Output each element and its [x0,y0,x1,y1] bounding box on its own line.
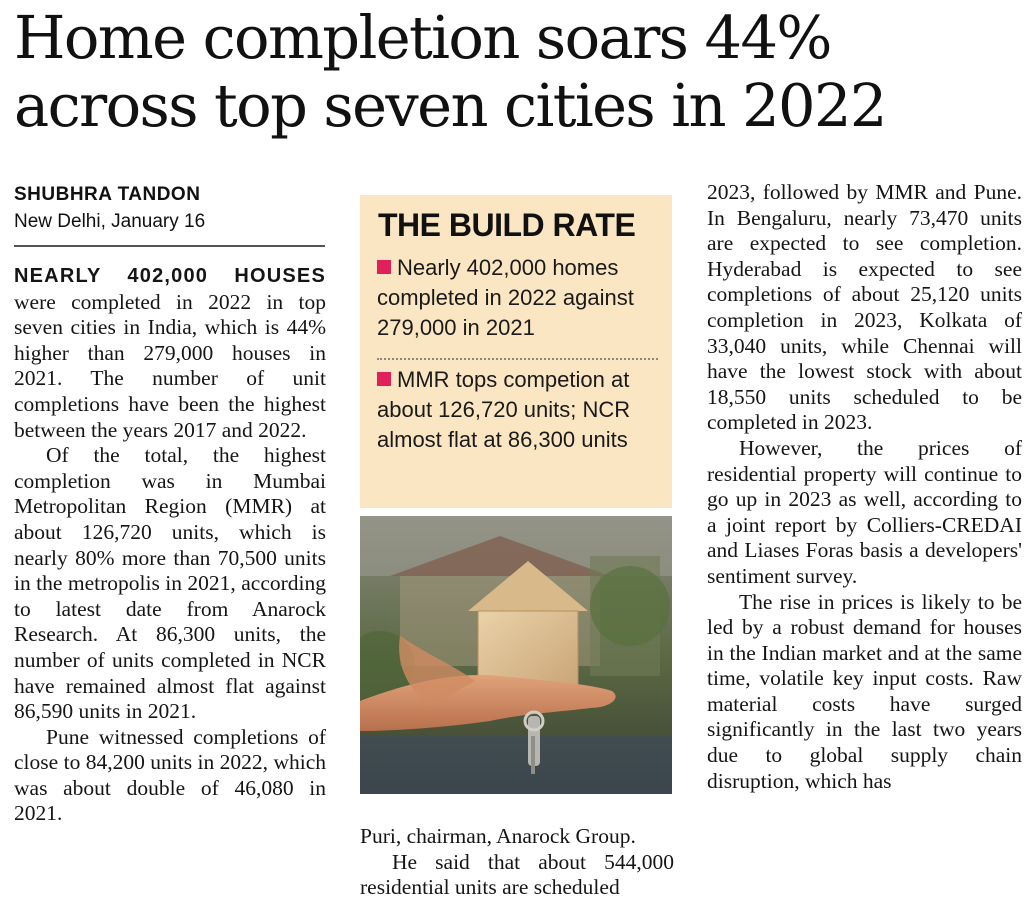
sidebar-point-2-text: MMR tops competion at about 126,720 unit… [377,367,631,452]
paragraph-1: NEARLY 402,000 HOUSES were completed in … [14,263,326,443]
sidebar-point-1-text: Nearly 402,000 homes completed in 2022 a… [377,255,634,340]
sidebar-point-1: Nearly 402,000 homes completed in 2022 a… [377,253,662,343]
dateline: New Delhi, January 16 [14,211,206,232]
square-bullet-icon [377,260,391,274]
sidebar-point-2: MMR tops competion at about 126,720 unit… [377,365,662,455]
headline-line-1: Home completion soars 44% [14,3,832,72]
paragraph-2: Of the total, the highest completion was… [14,443,326,724]
paragraph-1-text: were completed in 2022 in top seven citi… [14,289,326,442]
sidebar-divider [377,358,658,360]
square-bullet-icon [377,372,391,386]
column-3-paragraph-2: However, the prices of residential prope… [707,435,1022,588]
author-name: SHUBHRA TANDON [14,184,201,205]
article-column-3: 2023, followed by MMR and Pune. In Benga… [707,180,1022,794]
byline: SHUBHRA TANDON New Delhi, January 16 [14,183,329,235]
column-3-paragraph-3: The rise in prices is likely to be led b… [707,589,1022,793]
article-column-1: NEARLY 402,000 HOUSES were completed in … [14,263,326,827]
lede-text: NEARLY 402,000 HOUSES [14,265,326,287]
sidebar-title: THE BUILD RATE [378,207,636,243]
headline-line-2: across top seven cities in 2022 [14,71,887,140]
column-2-paragraph-1: Puri, chairman, Anarock Group. [360,824,636,848]
byline-divider [14,245,325,247]
paragraph-3: Pune witnessed completions of close to 8… [14,724,326,826]
article-column-2-continued: Puri, chairman, Anarock Group. He said t… [360,824,674,901]
build-rate-sidebar: THE BUILD RATE Nearly 402,000 homes comp… [360,195,672,508]
column-3-paragraph-1: 2023, followed by MMR and Pune. In Benga… [707,180,1022,435]
house-in-hand-with-keys-photo [360,516,672,794]
headline: Home completion soars 44% across top sev… [14,4,1024,140]
column-2-paragraph-2: He said that about 544,000 residential u… [360,849,674,900]
